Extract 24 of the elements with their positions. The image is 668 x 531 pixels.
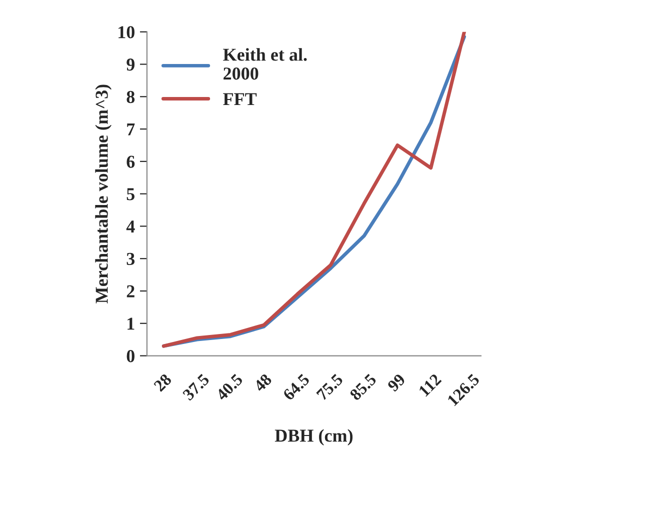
y-tick-label: 7	[127, 123, 135, 136]
y-axis-title: Merchantable volume (m^3)	[95, 84, 112, 304]
x-tick-label: 85.5	[349, 373, 377, 402]
y-tick-label: 2	[126, 285, 134, 298]
y-tick-label: 10	[118, 26, 134, 38]
legend-label: FFT	[223, 93, 257, 106]
x-tick-label: 64.5	[282, 373, 310, 402]
x-tick-label: 40.5	[215, 373, 244, 402]
x-tick-label: 28	[153, 373, 172, 392]
x-tick-label: 48	[253, 373, 272, 392]
y-tick-label: 0	[126, 350, 134, 362]
x-tick-label: 37.5	[182, 373, 210, 401]
y-tick-label: 9	[126, 58, 135, 71]
y-tick-label: 3	[126, 252, 135, 266]
y-tick-label: 1	[128, 318, 134, 330]
y-tick-label: 8	[126, 90, 135, 104]
legend-label: Keith et al. 2000	[223, 48, 307, 80]
x-axis-title: DBH (cm)	[274, 429, 353, 446]
y-tick-label: 6	[126, 156, 135, 168]
x-tick-label: 99	[386, 373, 406, 392]
y-tick-label: 4	[126, 220, 135, 232]
y-tick-label: 5	[126, 188, 134, 200]
x-tick-label: 75.5	[316, 373, 344, 401]
x-tick-label: 112	[418, 373, 442, 397]
